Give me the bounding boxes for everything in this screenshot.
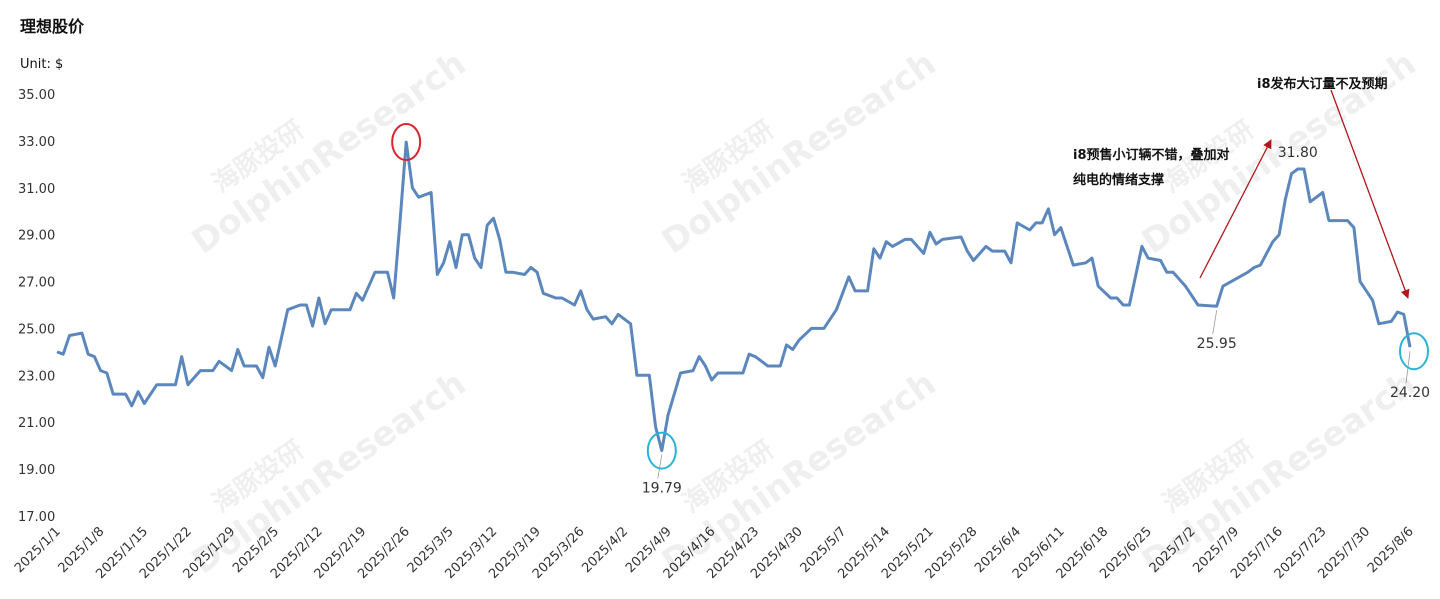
annotation: 纯电的情绪支撑 (1073, 172, 1164, 188)
y-tick-label: 17.00 (18, 510, 55, 525)
y-tick-label: 21.00 (18, 416, 55, 431)
y-tick-label: 33.00 (18, 135, 55, 150)
data-label: 25.95 (1197, 336, 1237, 352)
chart-title: 理想股价 (20, 17, 85, 36)
data-label: 31.80 (1278, 145, 1318, 161)
highlight-circle (391, 123, 422, 162)
y-tick-label: 25.00 (18, 322, 55, 337)
highlight-circle (1399, 332, 1429, 371)
highlight-circle (646, 431, 677, 470)
arrow (1199, 139, 1272, 279)
y-tick-label: 19.00 (18, 463, 55, 478)
x-tick-label: 2025/8/6 (1365, 524, 1417, 576)
y-tick-label: 31.00 (18, 182, 55, 197)
y-tick-label: 29.00 (18, 229, 55, 244)
price-line (56, 140, 1412, 453)
y-tick-label: 27.00 (18, 276, 55, 291)
data-label: 19.79 (642, 481, 682, 497)
x-tick-label: 2025/1/1 (12, 524, 64, 576)
leader-line (1212, 310, 1218, 335)
arrow (1330, 89, 1410, 299)
annotation: i8发布大订量不及预期 (1257, 76, 1388, 92)
annotation: i8预售小订辆不错，叠加对 (1073, 147, 1230, 163)
x-tick-label: 2025/4/2 (579, 524, 631, 576)
y-tick-label: 23.00 (18, 369, 55, 384)
leader-line (657, 454, 663, 479)
watermark-text: DolphinResearch (185, 43, 474, 262)
y-tick-label: 35.00 (18, 88, 55, 103)
watermark-text: DolphinResearch (655, 43, 944, 262)
unit-label: Unit: $ (20, 57, 63, 72)
data-label: 24.20 (1390, 385, 1430, 401)
